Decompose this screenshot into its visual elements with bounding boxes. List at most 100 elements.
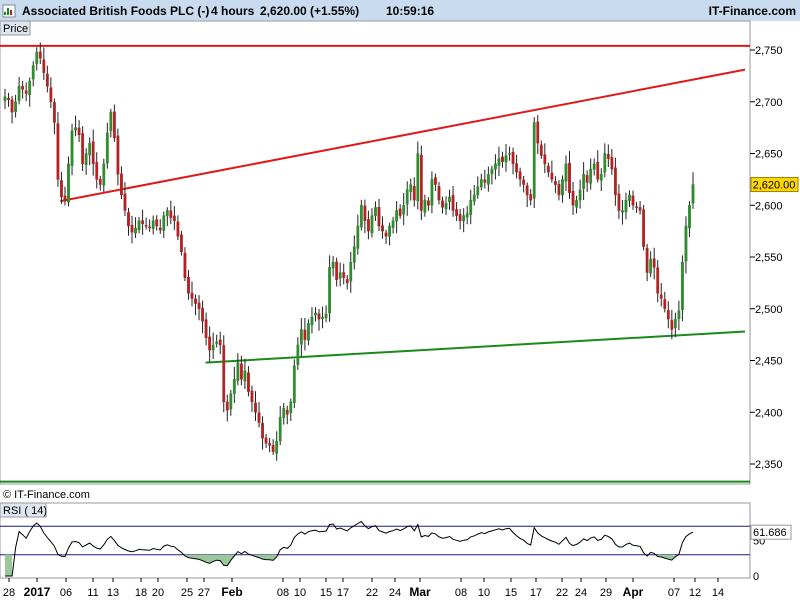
candle-body [444,202,448,210]
price-label: Price [3,23,28,35]
candle-body [141,220,144,225]
x-tick-label: 13 [107,587,119,599]
candle-body [307,323,310,341]
header-time: 10:59:16 [386,4,434,18]
candle-body [596,161,600,180]
last-price-box [750,177,799,193]
candle-body [631,195,635,206]
candle-body [123,193,127,211]
candle-body [321,316,324,319]
candle-body [561,179,564,196]
x-tick-label: 15 [320,587,332,599]
candle-body [211,344,215,351]
x-tick-label: 28 [3,587,15,599]
candle-body [568,162,571,194]
candle-body [472,194,476,202]
y-tick-label: 2,650 [755,149,783,161]
candle-body [303,329,307,340]
candle-body [222,345,226,403]
candle-body [508,153,511,155]
candle-body [377,207,381,227]
candle-body [483,179,487,183]
candle-body [24,90,28,94]
candle-body [229,393,233,410]
x-tick-label: 22 [556,587,568,599]
candle-body [70,130,74,166]
candle-body [518,171,522,180]
rsi-line [5,520,694,577]
rsi-tick-label: 0 [753,571,759,583]
x-tick-label: 12 [689,587,701,599]
x-tick-label: 25 [181,587,193,599]
candle-body [352,246,356,263]
candle-body [345,279,349,284]
candle-body [666,310,670,320]
candle-body [448,196,451,203]
candle-body [691,184,695,204]
candle-body [550,172,554,180]
candle-body [515,163,518,173]
candle-body [624,199,628,213]
candle-body [201,307,204,322]
candle-body [374,207,377,216]
candle-body [155,219,159,227]
candle-body [677,310,681,319]
candle-body [42,59,46,73]
candle-body [578,189,582,201]
candle-body [684,225,688,262]
candle-body [585,175,589,183]
candle-body [84,153,88,166]
candle-body [628,194,631,201]
x-tick-label: 14 [712,587,724,599]
candle-body [102,163,106,186]
candle-body [434,177,437,185]
candle-body [603,153,607,173]
candle-body [539,144,543,156]
x-tick-label: 17 [337,587,349,599]
candle-body [635,206,638,208]
candle-body [610,157,614,170]
candle-body [479,179,483,188]
candle-body [218,339,222,346]
candle-body [7,97,10,100]
candle-body [77,127,81,136]
rsi-label-box [0,502,47,518]
candle-body [363,205,367,221]
rsi-panel [0,502,751,579]
candle-body [638,207,642,211]
candle-body [592,163,596,170]
candle-body [49,87,53,102]
candles [3,42,695,461]
candle-body [331,261,335,269]
candle-body [194,298,197,304]
candle-body [257,412,261,423]
header-bar [0,0,800,21]
candle-body [112,111,116,139]
candle-body [28,80,32,96]
candle-body [582,173,586,189]
candle-body [370,215,374,234]
price-label-box [0,20,31,36]
candle-body [52,102,56,123]
candle-body [458,214,462,221]
candle-body [437,186,441,201]
price-panel [0,20,751,485]
x-tick-label: 24 [389,587,401,599]
x-tick-label: 17 [530,587,542,599]
candle-body [144,225,148,227]
candle-body [349,261,353,282]
x-tick-label: 29 [600,587,612,599]
x-tick-label: 06 [60,587,72,599]
y-tick-label: 2,450 [755,356,783,368]
copyright: © IT-Finance.com [3,489,90,501]
x-tick-label: 10 [478,587,490,599]
x-tick-label: 07 [668,587,680,599]
candle-body [158,227,162,231]
candle-body [60,180,63,198]
x-axis-ticks: 28 2017 06 11 13 18 20 25 27 Feb 08 10 15 17 22 24 Mar 08… [3,578,724,599]
x-tick-label: Feb [221,585,242,599]
candle-body [130,224,134,233]
candle-body [236,362,240,381]
candle-body [536,121,540,144]
candle-body [105,132,109,164]
